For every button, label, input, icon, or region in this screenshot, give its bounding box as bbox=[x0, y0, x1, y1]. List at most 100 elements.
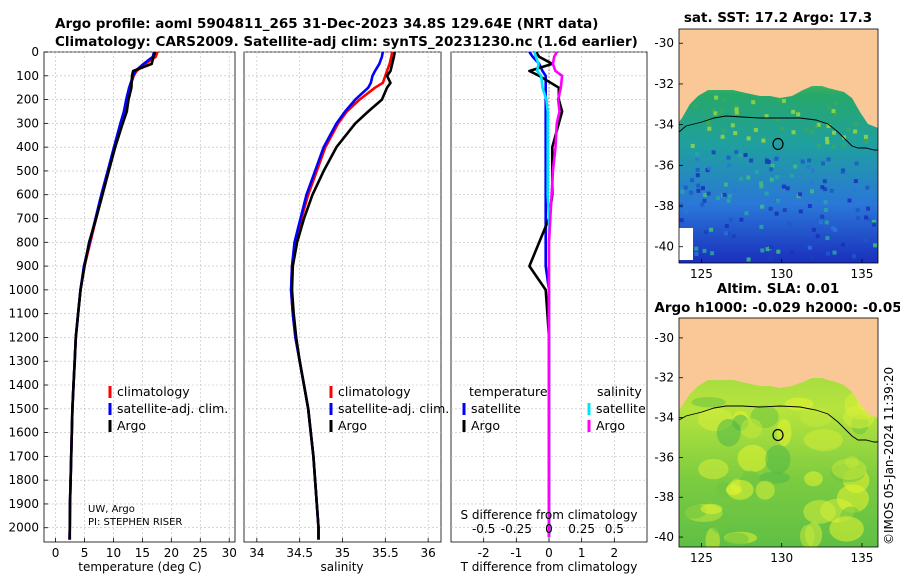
sla-blob bbox=[803, 429, 843, 450]
sst-pixel bbox=[690, 178, 695, 183]
sst-map-x-ticks: 125 130 135 bbox=[690, 259, 873, 281]
sla-map-title-line2: Argo h1000: -0.029 h2000: -0.05 bbox=[654, 300, 900, 316]
sst-pixel bbox=[744, 211, 749, 216]
sst-pixel bbox=[751, 100, 756, 105]
y-tick-label: 1400 bbox=[8, 378, 39, 392]
sst-pixel bbox=[816, 122, 821, 127]
sst-pixel bbox=[714, 95, 719, 100]
sst-pixel bbox=[873, 243, 877, 248]
credit-line1: UW, Argo bbox=[88, 504, 135, 515]
sst-pixel bbox=[775, 198, 780, 203]
sst-map-panel: sat. SST: 17.2 Argo: 17.3 125 130 135 -30-… bbox=[654, 10, 879, 281]
sst-pixel bbox=[749, 158, 754, 163]
sst-pixel bbox=[852, 187, 857, 192]
x-tick-label: 34 bbox=[249, 546, 264, 560]
sst-pixel bbox=[866, 217, 871, 221]
sst-pixel bbox=[806, 165, 811, 169]
sst-pixel bbox=[774, 117, 779, 121]
salinity-diff-xlabel: S difference from climatology bbox=[461, 508, 638, 522]
sla-map-frame bbox=[678, 317, 879, 548]
sst-map-frame bbox=[678, 28, 879, 264]
sst-pixel bbox=[847, 198, 852, 203]
sst-pixel bbox=[739, 217, 744, 222]
sst-pixel bbox=[720, 108, 725, 113]
sst-pixel bbox=[746, 257, 751, 262]
y-tick-label: 1200 bbox=[8, 330, 39, 344]
depth-y-ticks: 0 100 200 300 400 500 600 700 800 900 1000 1100 1200… bbox=[8, 45, 48, 535]
sst-pixel bbox=[706, 119, 711, 124]
sst-map-y-ticks: -30 -32 -34 -36 -38 -40 bbox=[654, 36, 683, 254]
sst-pixel bbox=[826, 124, 831, 129]
sst-pixel bbox=[679, 203, 683, 208]
sst-pixel bbox=[790, 173, 794, 178]
sst-pixel bbox=[768, 245, 773, 250]
temperature-legend: climatology satellite-adj. clim. Argo bbox=[108, 384, 228, 433]
sst-pixel bbox=[790, 250, 795, 255]
sst-pixel bbox=[853, 179, 858, 184]
y-tick-label: 700 bbox=[16, 212, 39, 226]
sst-pixel bbox=[693, 104, 698, 109]
sst-pixel bbox=[811, 168, 815, 173]
sst-pixel bbox=[791, 109, 796, 114]
legend-argo: Argo bbox=[338, 418, 367, 433]
y-tick-label: 1900 bbox=[8, 497, 39, 511]
sla-map-x-ticks: 125 130 135 bbox=[690, 543, 873, 565]
sst-pixel bbox=[841, 242, 845, 247]
sst-pixel bbox=[727, 194, 732, 199]
sst-pixel bbox=[732, 188, 737, 193]
sst-pixel bbox=[694, 246, 699, 251]
sst-pixel bbox=[726, 163, 731, 168]
sst-pixel bbox=[720, 134, 725, 139]
sst-pixel bbox=[774, 157, 779, 162]
x-tick-label: 0 bbox=[52, 546, 60, 560]
sst-pixel bbox=[798, 192, 802, 197]
sst-pixel bbox=[731, 110, 736, 115]
y-tick-label: 1000 bbox=[8, 283, 39, 297]
sst-pixel bbox=[825, 140, 830, 145]
sst-pixel bbox=[707, 126, 712, 131]
sst-pixel bbox=[781, 98, 786, 103]
sla-blob bbox=[776, 418, 792, 447]
y-tick-label: 1800 bbox=[8, 473, 39, 487]
sst-pixel bbox=[713, 111, 718, 116]
secondary-x-tick-label: -0.25 bbox=[501, 522, 532, 536]
sst-pixel bbox=[689, 190, 694, 195]
sst-pixel bbox=[730, 123, 735, 128]
y-tick-label: 400 bbox=[16, 140, 39, 154]
sst-pixel bbox=[781, 184, 786, 189]
sst-pixel bbox=[832, 130, 836, 135]
sst-pixel bbox=[810, 189, 814, 194]
sst-pixel bbox=[759, 184, 764, 189]
sst-pixel bbox=[746, 136, 751, 141]
sst-pixel bbox=[774, 211, 779, 216]
sst-pixel bbox=[775, 196, 780, 201]
legend-sal-satellite: satellite bbox=[596, 401, 646, 416]
sla-blob bbox=[716, 419, 741, 447]
y-tick-label: -34 bbox=[654, 411, 674, 425]
temperature-axes-frame bbox=[43, 51, 236, 543]
sst-pixel bbox=[798, 209, 803, 214]
isobath-contour bbox=[679, 115, 878, 151]
sst-pixel bbox=[695, 167, 700, 172]
sst-pixel bbox=[700, 202, 705, 207]
sst-pixel bbox=[815, 234, 820, 239]
y-tick-label: 1300 bbox=[8, 354, 39, 368]
sst-pixel bbox=[696, 183, 701, 188]
x-tick-label: 36 bbox=[421, 546, 436, 560]
sst-pixel bbox=[818, 220, 823, 225]
salinity-legend: climatology satellite-adj. clim. Argo bbox=[329, 384, 449, 433]
sst-pixel bbox=[731, 234, 736, 239]
y-tick-label: 300 bbox=[16, 116, 39, 130]
series-line-argo bbox=[68, 52, 157, 540]
sst-pixel bbox=[832, 250, 837, 255]
sst-pixel bbox=[776, 249, 781, 254]
sst-pixel bbox=[829, 188, 834, 193]
y-tick-label: 1700 bbox=[8, 449, 39, 463]
sst-pixel bbox=[707, 124, 712, 129]
sst-pixel bbox=[711, 107, 716, 112]
sst-pixel bbox=[823, 208, 828, 212]
figure-title-line1: Argo profile: aoml 5904811_265 31-Dec-20… bbox=[55, 16, 598, 32]
sst-pixel bbox=[770, 163, 775, 168]
sst-pixel bbox=[823, 187, 828, 192]
